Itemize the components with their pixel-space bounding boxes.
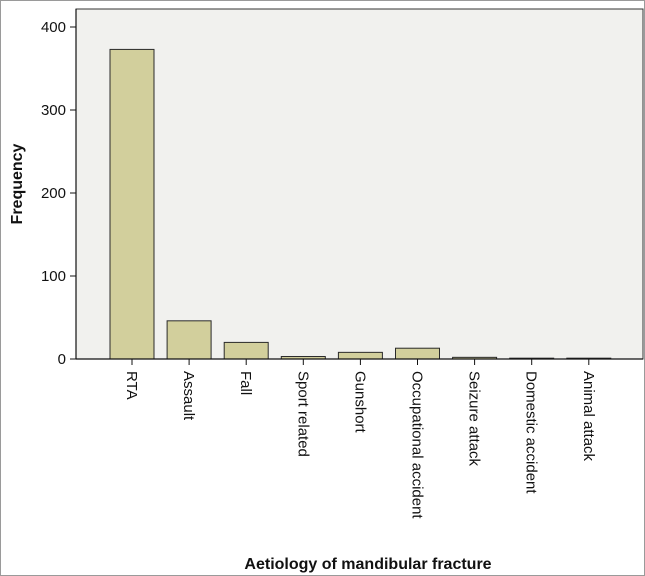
- x-category-label: Domestic accident: [523, 371, 540, 494]
- y-tick-label: 100: [41, 268, 66, 285]
- x-category-label: Fall: [237, 371, 254, 395]
- plot-area: [75, 8, 644, 360]
- x-category-label: Gunshort: [351, 371, 368, 434]
- y-tick-label: 300: [41, 102, 66, 119]
- bar: [166, 320, 212, 360]
- bar: [223, 341, 269, 360]
- x-category-label: RTA: [123, 371, 140, 400]
- bar: [337, 351, 383, 360]
- bar: [109, 48, 155, 360]
- bar: [395, 347, 440, 360]
- y-axis-title: Frequency: [9, 143, 26, 224]
- y-tick-label: 400: [41, 19, 66, 36]
- x-category-label: Seizure attack: [466, 371, 483, 467]
- y-tick-label: 0: [58, 351, 66, 368]
- x-axis-title: Aetiology of mandibular fracture: [244, 556, 491, 573]
- y-tick-label: 200: [41, 185, 66, 202]
- x-category-label: Occupational accident: [409, 371, 426, 519]
- y-ticks-group: 0 100 200 300 400: [41, 19, 76, 368]
- x-ticks-group: RTA Assault Fall Sport related Gunshort Occup…: [123, 359, 597, 519]
- x-category-label: Sport related: [294, 371, 311, 457]
- x-category-label: Animal attack: [580, 371, 597, 462]
- x-category-label: Assault: [180, 371, 197, 421]
